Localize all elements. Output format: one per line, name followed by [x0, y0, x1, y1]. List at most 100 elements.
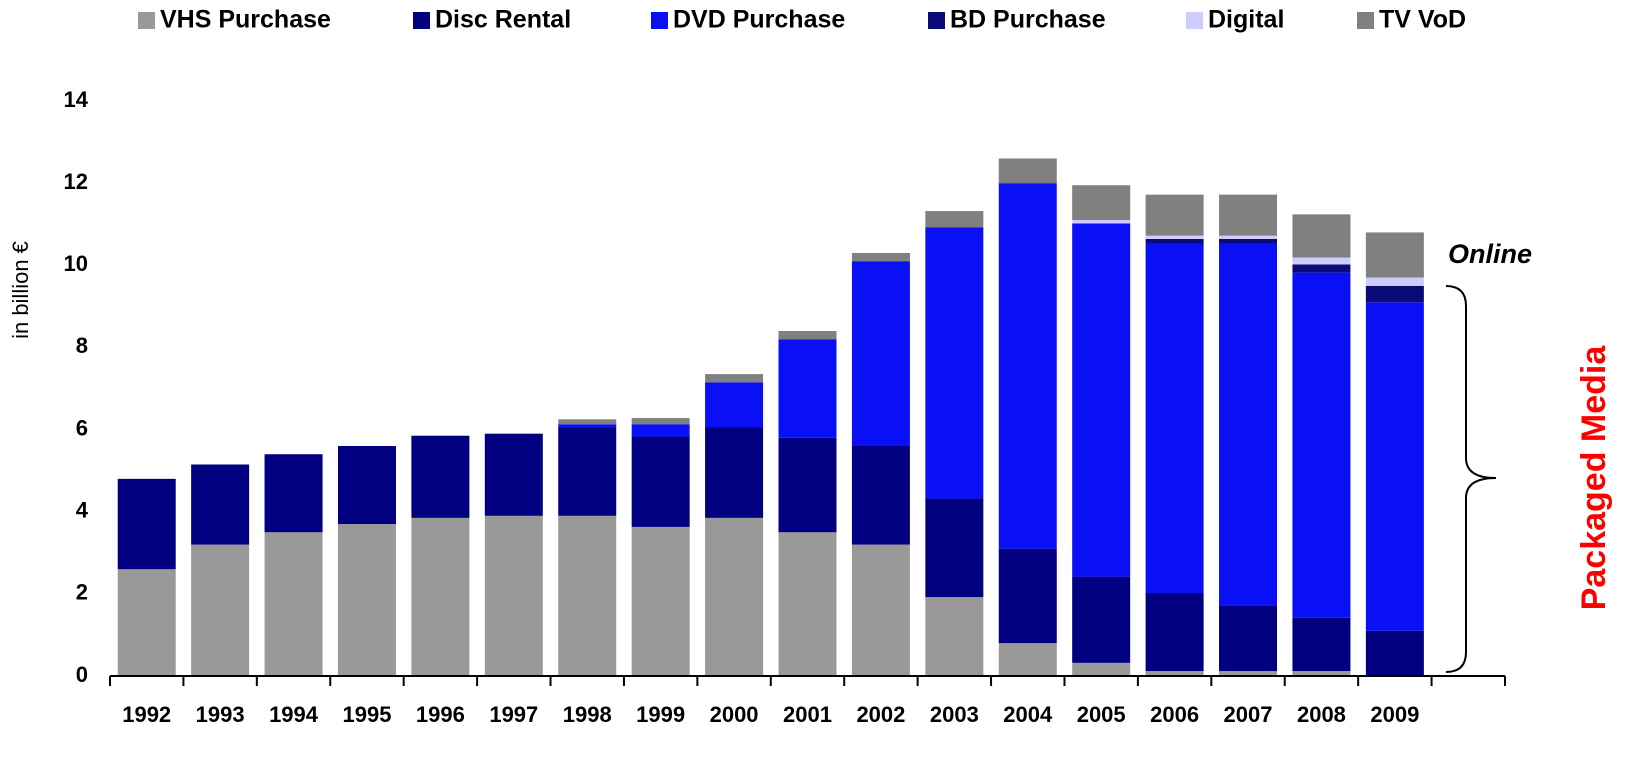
- bar-segment: [851, 446, 910, 545]
- bar-segment: [631, 436, 690, 527]
- bar-segment: [851, 261, 910, 446]
- bar-segment: [1365, 285, 1424, 303]
- bar-segment: [778, 331, 837, 340]
- x-tick-label: 2003: [930, 702, 979, 727]
- bar-segment: [631, 418, 690, 425]
- bar-segment: [1145, 671, 1204, 676]
- bar-segment: [1365, 232, 1424, 278]
- x-tick-label: 1999: [636, 702, 685, 727]
- bar-segment: [411, 435, 470, 518]
- packaged-media-label: Packaged Media: [1575, 345, 1613, 611]
- bar-segment: [1219, 194, 1278, 236]
- bar-segment: [778, 339, 837, 438]
- y-tick-label: 0: [76, 662, 88, 687]
- bar-segment: [778, 532, 837, 676]
- bar-segment: [705, 427, 764, 518]
- bar-segment: [851, 252, 910, 262]
- bar-segment: [1072, 220, 1131, 224]
- bar-segment: [705, 382, 764, 428]
- bar-segment: [337, 446, 396, 525]
- legend-label: VHS Purchase: [160, 6, 331, 34]
- x-tick-label: 1992: [122, 702, 171, 727]
- bar-segment: [1072, 576, 1131, 663]
- bar-segment: [631, 424, 690, 437]
- legend-swatch: [651, 12, 668, 29]
- bar-segment: [484, 433, 543, 516]
- y-tick-label: 12: [64, 169, 88, 194]
- bar-segment: [925, 211, 984, 228]
- bar-segment: [631, 526, 690, 676]
- y-tick-label: 6: [76, 415, 88, 440]
- bar-segment: [558, 424, 617, 428]
- bar-segment: [337, 524, 396, 676]
- x-tick-label: 2007: [1224, 702, 1273, 727]
- online-label: Online: [1448, 239, 1532, 269]
- bar-segment: [1145, 239, 1204, 244]
- bar-segment: [484, 515, 543, 676]
- y-tick-label: 14: [64, 87, 89, 112]
- bar-segment: [117, 478, 176, 570]
- bar-segment: [998, 183, 1057, 549]
- y-tick-label: 2: [76, 580, 88, 605]
- bar-segment: [1145, 194, 1204, 236]
- bar-segment: [925, 498, 984, 598]
- bar-segment: [925, 227, 984, 499]
- x-tick-label: 1994: [269, 702, 319, 727]
- legend-label: BD Purchase: [950, 6, 1106, 34]
- bar-segment: [558, 515, 617, 676]
- legend-swatch: [1186, 12, 1203, 29]
- x-tick-label: 2004: [1003, 702, 1053, 727]
- x-tick-label: 2008: [1297, 702, 1346, 727]
- x-tick-label: 2005: [1077, 702, 1126, 727]
- bar-segment: [1365, 630, 1424, 676]
- bar-segment: [705, 374, 764, 383]
- brace: [1445, 285, 1497, 673]
- x-tick-label: 2006: [1150, 702, 1199, 727]
- bar-segment: [998, 643, 1057, 676]
- bar-segment: [1219, 235, 1278, 239]
- bar-segment: [1365, 277, 1424, 286]
- legend-label: Disc Rental: [435, 6, 571, 34]
- legend-label: Digital: [1208, 6, 1284, 34]
- bar-segment: [558, 427, 617, 516]
- bar-segment: [117, 569, 176, 676]
- bar-segment: [1145, 235, 1204, 239]
- bar-segment: [1219, 671, 1278, 676]
- bar-segment: [998, 548, 1057, 644]
- bar-segment: [1072, 662, 1131, 676]
- bar-segment: [1365, 302, 1424, 631]
- bar-segment: [1219, 605, 1278, 672]
- legend-swatch: [928, 12, 945, 29]
- bar-segment: [1219, 239, 1278, 244]
- legend-label: DVD Purchase: [673, 6, 845, 34]
- x-tick-label: 2009: [1370, 702, 1419, 727]
- x-tick-label: 1996: [416, 702, 465, 727]
- bar-segment: [1292, 272, 1351, 618]
- legend-swatch: [1357, 12, 1374, 29]
- bar-segment: [264, 454, 323, 533]
- x-tick-label: 1995: [342, 702, 391, 727]
- y-tick-label: 4: [76, 498, 89, 523]
- bar-segment: [1292, 214, 1351, 258]
- bar-segment: [998, 158, 1057, 184]
- x-tick-label: 2001: [783, 702, 832, 727]
- legend-label: TV VoD: [1379, 6, 1466, 34]
- bar-segment: [1292, 617, 1351, 672]
- bar-segment: [264, 532, 323, 676]
- bar-segment: [1292, 264, 1351, 273]
- x-tick-label: 1993: [196, 702, 245, 727]
- bar-segment: [1292, 671, 1351, 676]
- y-tick-label: 8: [76, 333, 88, 358]
- bar-segment: [1072, 223, 1131, 577]
- bar-segment: [1145, 243, 1204, 594]
- bar-segment: [191, 544, 250, 676]
- x-tick-label: 1998: [563, 702, 612, 727]
- bar-segment: [558, 419, 617, 425]
- bar-segment: [1219, 243, 1278, 606]
- y-axis-label: in billion €: [8, 241, 33, 339]
- bar-segment: [705, 517, 764, 676]
- x-tick-label: 2000: [710, 702, 759, 727]
- bar-segment: [778, 437, 837, 533]
- legend-swatch: [138, 12, 155, 29]
